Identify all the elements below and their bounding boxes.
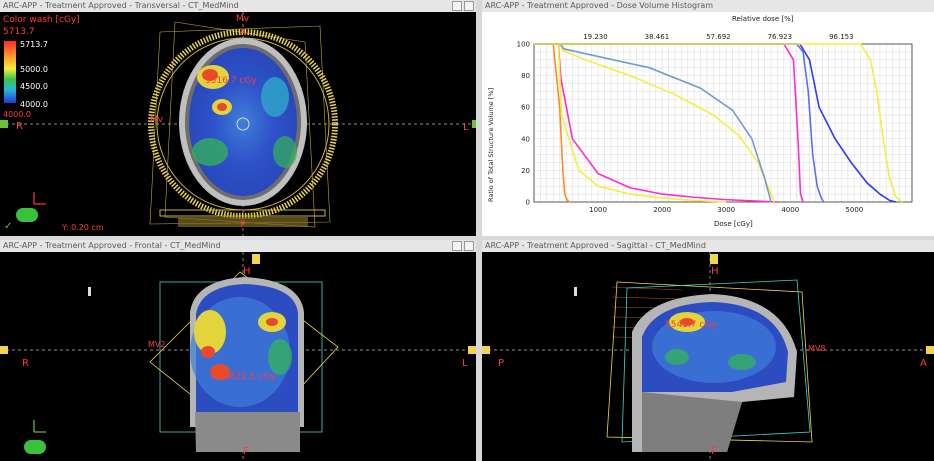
patient-figure-icon[interactable] — [16, 208, 38, 222]
orient-bottom: P — [240, 220, 246, 230]
dvh-top-tick: 19.230 — [583, 33, 608, 41]
dvh-y-tick: 100 — [517, 41, 530, 49]
transversal-window-buttons — [452, 1, 474, 11]
frontal-orient-left: R — [22, 358, 29, 369]
frontal-view[interactable] — [0, 252, 476, 461]
legend-level-3: 4500.0 — [20, 82, 48, 91]
dvh-x-tick: 2000 — [653, 206, 671, 214]
dose-label: 5516.7 cGy — [205, 76, 257, 86]
sagittal-orient-left: P — [498, 358, 505, 369]
frontal-orient-right: L — [462, 358, 468, 369]
sagittal-dose-label: 5541.7 cGy — [665, 320, 717, 330]
frontal-dose-label: 5822.5 cGy — [224, 372, 276, 382]
dvh-y-tick: 20 — [521, 167, 530, 175]
dvh-x-tick: 1000 — [589, 206, 607, 214]
transversal-title: ARC-APP - Treatment Approved - Transvers… — [3, 1, 239, 10]
sagittal-orient-bottom: F — [711, 446, 717, 457]
orient-left: R — [16, 121, 23, 132]
colorwash-bar[interactable] — [4, 41, 16, 103]
frontal-titlebar: ARC-APP - Treatment Approved - Frontal -… — [0, 240, 476, 252]
sagittal-view[interactable] — [482, 252, 934, 461]
colorwash-max: 5713.7 — [3, 27, 35, 37]
dvh-series-line-5 — [534, 43, 772, 203]
y-readout: Y: 0.20 cm — [62, 223, 104, 232]
transversal-titlebar: ARC-APP - Treatment Approved - Transvers… — [0, 0, 476, 12]
field-label-top: Mv — [236, 14, 250, 24]
minimize-icon[interactable] — [452, 1, 462, 11]
legend-level-1: 5713.7 — [20, 40, 48, 49]
dvh-chart[interactable]: Relative dose [%] Dose [cGy] Ratio of To… — [482, 12, 934, 236]
dvh-x-tick: 5000 — [845, 206, 863, 214]
frontal-title: ARC-APP - Treatment Approved - Frontal -… — [3, 241, 221, 250]
sagittal-field-label: MV8 — [808, 344, 826, 353]
check-icon: ✓ — [4, 221, 13, 232]
sagittal-titlebar: ARC-APP - Treatment Approved - Sagittal … — [482, 240, 934, 252]
legend-level-2: 5000.0 — [20, 65, 48, 74]
sagittal-title: ARC-APP - Treatment Approved - Sagittal … — [485, 241, 706, 250]
frontal-pane[interactable]: ARC-APP - Treatment Approved - Frontal -… — [0, 240, 476, 461]
dvh-top-tick: 76.923 — [768, 33, 793, 41]
dvh-y-tick: 80 — [521, 72, 530, 80]
sagittal-orient-top: H — [711, 266, 719, 277]
dvh-title: ARC-APP - Treatment Approved - Dose Volu… — [485, 1, 714, 10]
dvh-xlabel: Dose [cGy] — [714, 220, 753, 228]
dvh-y-tick: 60 — [521, 104, 530, 112]
dvh-series-line-3 — [534, 43, 727, 203]
maximize-icon[interactable] — [464, 241, 474, 251]
legend-low: 4000.0 — [3, 110, 31, 119]
dvh-x-tick: 4000 — [781, 206, 799, 214]
dvh-series-line-8 — [534, 43, 897, 203]
dvh-series-line-7 — [534, 43, 825, 203]
dvh-y-tick: 40 — [521, 135, 530, 143]
dvh-y-tick: 0 — [526, 199, 530, 207]
dvh-top-axis-label: Relative dose [%] — [732, 15, 794, 23]
dvh-pane[interactable]: ARC-APP - Treatment Approved - Dose Volu… — [482, 0, 934, 236]
sagittal-orient-right: A — [920, 358, 927, 369]
transversal-view[interactable] — [0, 12, 476, 236]
frontal-orient-bottom: F — [243, 446, 249, 457]
orient-top: A — [240, 28, 247, 38]
frontal-window-buttons — [452, 241, 474, 251]
frontal-field-label: MV2 — [148, 340, 166, 349]
maximize-icon[interactable] — [464, 1, 474, 11]
colorwash-title: Color wash [cGy] — [3, 15, 80, 25]
dvh-series-line-9 — [534, 43, 903, 203]
dvh-x-tick: 3000 — [717, 206, 735, 214]
transversal-pane[interactable]: ARC-APP - Treatment Approved - Transvers… — [0, 0, 476, 236]
patient-figure-icon[interactable] — [24, 440, 46, 454]
field-label-left: Mv — [150, 115, 164, 125]
dvh-ylabel: Ratio of Total Structure Volume [%] — [487, 88, 495, 202]
dvh-titlebar: ARC-APP - Treatment Approved - Dose Volu… — [482, 0, 934, 12]
dvh-top-tick: 96.153 — [829, 33, 854, 41]
dvh-top-tick: 38.461 — [645, 33, 670, 41]
sagittal-pane[interactable]: ARC-APP - Treatment Approved - Sagittal … — [482, 240, 934, 461]
legend-level-4: 4000.0 — [20, 100, 48, 109]
orient-right: L — [463, 122, 469, 133]
minimize-icon[interactable] — [452, 241, 462, 251]
frontal-orient-top: H — [243, 266, 251, 277]
dvh-top-tick: 57.692 — [706, 33, 731, 41]
